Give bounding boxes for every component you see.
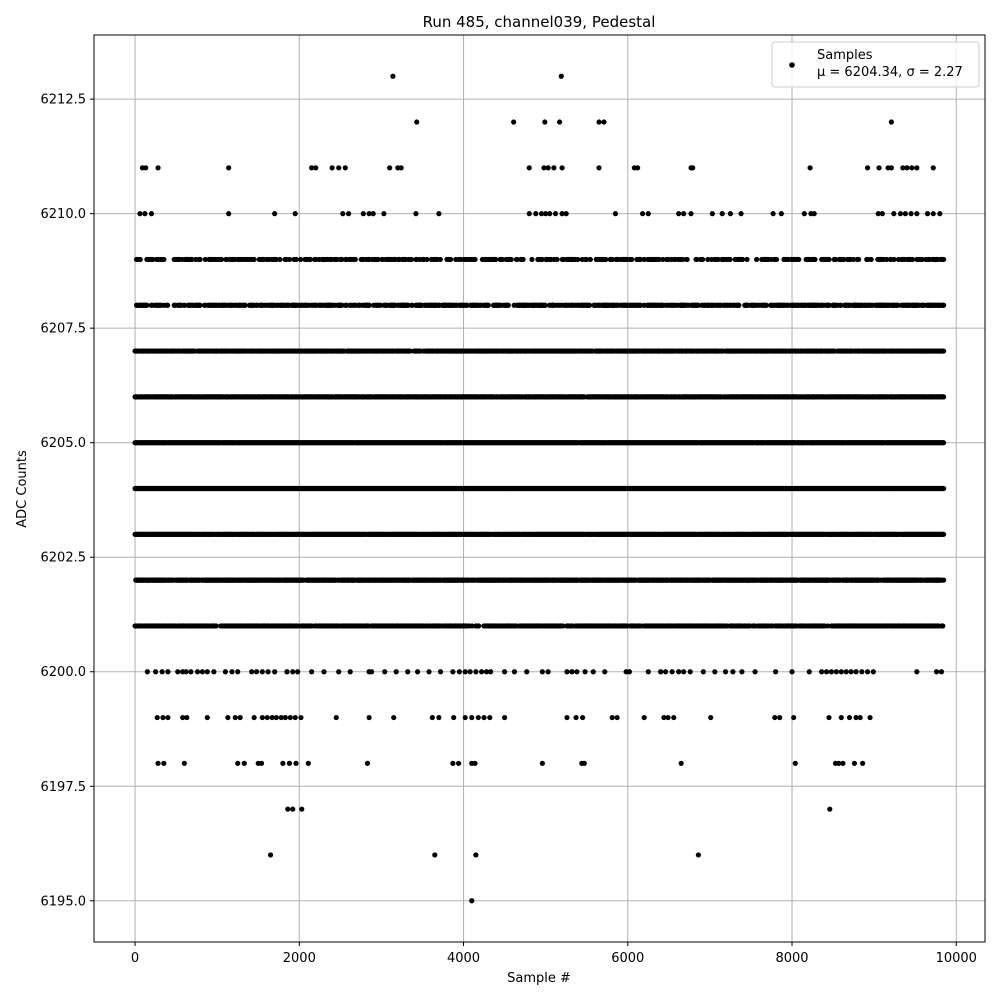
data-point xyxy=(941,577,947,583)
chart-title: Run 485, channel039, Pedestal xyxy=(423,13,656,31)
data-point xyxy=(560,623,566,629)
data-point xyxy=(940,623,946,629)
data-point xyxy=(213,623,219,629)
data-points xyxy=(132,73,947,904)
data-point xyxy=(469,623,475,629)
data-point xyxy=(824,623,831,629)
data-point xyxy=(941,531,947,537)
data-point xyxy=(941,485,947,492)
data-point xyxy=(476,623,482,629)
data-point xyxy=(941,440,947,446)
